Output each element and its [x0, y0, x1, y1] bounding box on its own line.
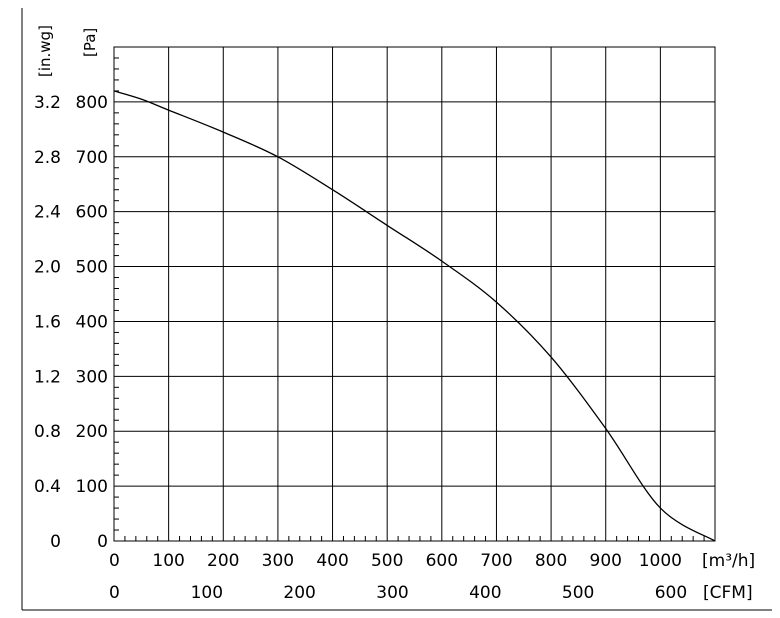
x2-tick-labels: 0 100 200 300 400 500 600: [109, 583, 687, 603]
y-tick-label: 300: [76, 367, 108, 387]
x-axis-unit-label: [m³/h]: [702, 551, 755, 571]
x-tick-label: 100: [152, 551, 184, 571]
y-tick-labels: 0 100 200 300 400 500 600 700 800: [76, 93, 108, 552]
x2-tick-label: 0: [109, 583, 120, 603]
y-tick-label: 400: [76, 312, 108, 332]
x-tick-label: 900: [590, 551, 622, 571]
grid-lines: [114, 47, 715, 541]
x-tick-label: 400: [316, 551, 348, 571]
x-tick-label: 800: [535, 551, 567, 571]
x2-tick-label: 600: [655, 583, 687, 603]
x2-tick-label: 400: [469, 583, 501, 603]
x2-tick-label: 200: [283, 583, 315, 603]
minor-ticks: [114, 57, 705, 541]
y-tick-label: 600: [76, 203, 108, 223]
x-tick-label: 500: [371, 551, 403, 571]
x-tick-label: 300: [262, 551, 294, 571]
y-tick-label: 0: [97, 532, 108, 552]
x2-tick-label: 500: [562, 583, 594, 603]
y-tick-label: 200: [76, 422, 108, 442]
y2-tick-label: 0.4: [34, 477, 61, 497]
y2-tick-label: 1.6: [34, 312, 61, 332]
y2-axis-unit-label: [in.wg]: [36, 25, 54, 77]
x-tick-label: 1000: [639, 551, 682, 571]
x2-axis-unit-label: [CFM]: [703, 583, 753, 603]
y-tick-label: 700: [76, 148, 108, 168]
y-tick-label: 500: [76, 258, 108, 278]
y2-tick-label: 1.2: [34, 367, 61, 387]
y2-tick-label: 2.0: [34, 258, 61, 278]
x-tick-label: 0: [109, 551, 120, 571]
x-tick-labels: 0 100 200 300 400 500 600 700 800 900 1000: [109, 551, 682, 571]
x-tick-label: 700: [480, 551, 512, 571]
y2-tick-label: 0.8: [34, 422, 61, 442]
y2-tick-label: 3.2: [34, 93, 61, 113]
series-line: [113, 90, 716, 542]
y-tick-label: 100: [76, 477, 108, 497]
x-tick-label: 600: [426, 551, 458, 571]
x2-tick-label: 100: [191, 583, 223, 603]
y-tick-label: 800: [76, 93, 108, 113]
y2-tick-labels: 0 0.4 0.8 1.2 1.6 2.0 2.4 2.8 3.2: [34, 93, 61, 552]
y2-tick-label: 0: [50, 532, 61, 552]
x2-tick-label: 300: [376, 583, 408, 603]
y2-tick-label: 2.8: [34, 148, 61, 168]
plot-area-border: [113, 46, 716, 542]
y2-tick-label: 2.4: [34, 203, 61, 223]
y-axis-unit-label: [Pa]: [81, 28, 99, 57]
x-tick-label: 200: [207, 551, 239, 571]
